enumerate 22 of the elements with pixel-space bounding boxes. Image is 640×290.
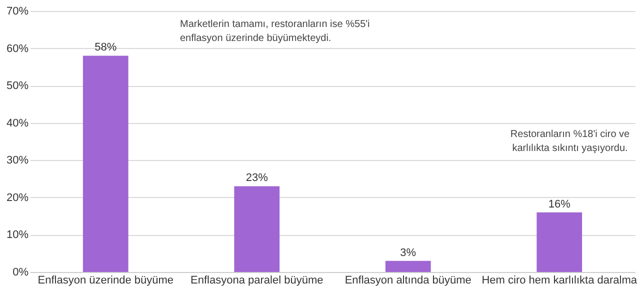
data-label: 3% <box>400 246 416 259</box>
bar <box>385 260 431 272</box>
y-tick-label: 30% <box>6 154 29 167</box>
y-tick-label: 60% <box>6 42 29 55</box>
data-label: 23% <box>246 172 268 184</box>
y-tick-label: 50% <box>6 80 29 92</box>
x-tick-label: Hem ciro hem karlılıkta daralma <box>482 274 638 286</box>
y-tick-label: 40% <box>6 117 29 130</box>
bar <box>82 56 128 272</box>
data-label: 58% <box>94 42 117 54</box>
annotation: Marketlerin tamamı, restoranların ise %55'i enflasyon üzerinde büyümekteydi. <box>180 19 370 44</box>
y-tick-label: 70% <box>6 6 29 18</box>
x-tick-label: Enflasyon altında büyüme <box>344 274 472 286</box>
data-label: 16% <box>548 198 571 210</box>
y-tick-label: 0% <box>12 266 29 278</box>
bar <box>234 186 280 272</box>
y-tick-label: 10% <box>6 229 29 242</box>
x-tick-label: Enflasyona paralel büyüme <box>190 274 324 286</box>
y-tick-label: 20% <box>6 192 29 204</box>
x-tick-label: Enflasyon üzerinde büyüme <box>38 274 174 286</box>
annotation: Restoranların %18'i ciro ve karlılıkta sıkıntı yaşıyordu. <box>510 129 630 154</box>
bar <box>536 212 582 272</box>
